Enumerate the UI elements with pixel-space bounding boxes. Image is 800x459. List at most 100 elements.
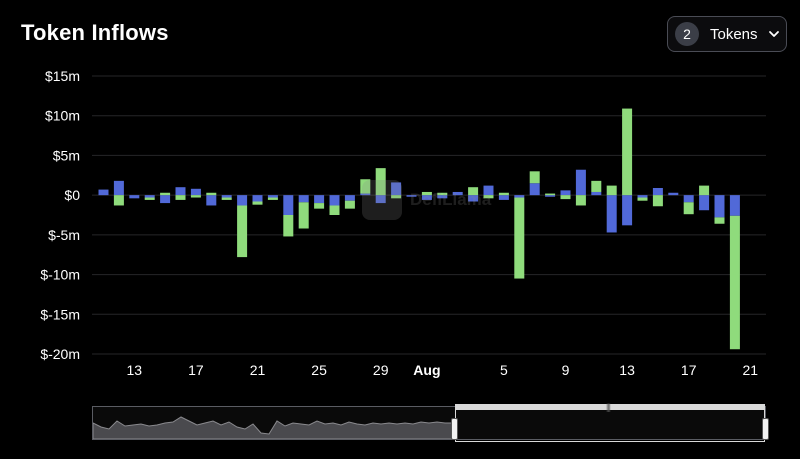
bar-segment[interactable] xyxy=(483,195,494,199)
bar-segment[interactable] xyxy=(98,189,109,196)
bar-segment[interactable] xyxy=(652,195,663,207)
bar-segment[interactable] xyxy=(237,195,248,206)
bar-segment[interactable] xyxy=(391,182,402,196)
bar-segment[interactable] xyxy=(129,195,140,199)
bar-segment[interactable] xyxy=(298,202,309,229)
bar-segment[interactable] xyxy=(206,195,217,206)
bar-segment[interactable] xyxy=(329,205,340,215)
bar-segment[interactable] xyxy=(468,187,479,196)
bar-segment[interactable] xyxy=(437,192,448,196)
bar-segment[interactable] xyxy=(514,197,525,279)
y-tick-label: $0 xyxy=(64,187,80,203)
bar-segment[interactable] xyxy=(498,195,509,200)
bar-segment[interactable] xyxy=(298,195,309,203)
y-tick-label: $-15m xyxy=(40,306,80,322)
bar-segment[interactable] xyxy=(622,108,633,196)
x-tick-label: 29 xyxy=(373,362,389,378)
bar-segment[interactable] xyxy=(206,192,217,196)
bar-segment[interactable] xyxy=(606,185,617,196)
bar-segment[interactable] xyxy=(252,195,263,202)
bar-segment[interactable] xyxy=(714,195,725,218)
bar-segment[interactable] xyxy=(652,187,663,196)
bar-segment[interactable] xyxy=(421,191,432,196)
bar-segment[interactable] xyxy=(175,195,186,200)
bar-segment[interactable] xyxy=(267,195,278,198)
bar-segment[interactable] xyxy=(729,195,740,216)
bar-segment[interactable] xyxy=(529,183,540,196)
bar-segment[interactable] xyxy=(498,192,509,196)
bar-segment[interactable] xyxy=(683,202,694,215)
bar-segment[interactable] xyxy=(221,195,232,198)
tokens-dropdown-button[interactable]: 2 Tokens xyxy=(667,16,787,52)
grip-icon[interactable]: ||| xyxy=(606,402,611,412)
bar-segment[interactable] xyxy=(329,195,340,206)
chevron-down-icon xyxy=(768,28,780,40)
bar-segment[interactable] xyxy=(575,195,586,206)
bar-segment[interactable] xyxy=(529,171,540,184)
bar-segment[interactable] xyxy=(406,195,417,197)
bar-chart: $15m $10m $5m $0 $-5m $-10m $-15m $-20m 13 17 21 25… xyxy=(40,68,766,378)
bar-segment[interactable] xyxy=(237,205,248,258)
bar-segment[interactable] xyxy=(637,195,648,198)
bar-segment[interactable] xyxy=(545,193,556,196)
bar-segment[interactable] xyxy=(283,215,294,237)
range-brush[interactable] xyxy=(92,406,766,440)
bar-segment[interactable] xyxy=(437,195,448,199)
bar-segment[interactable] xyxy=(113,180,124,196)
bar-segment[interactable] xyxy=(360,193,371,196)
x-tick-label: 25 xyxy=(311,362,327,378)
y-tick-label: $-10m xyxy=(40,267,80,283)
bar-segment[interactable] xyxy=(144,197,155,200)
bar-segment[interactable] xyxy=(468,195,479,202)
bar-segment[interactable] xyxy=(668,192,679,196)
bar-segment[interactable] xyxy=(637,197,648,201)
bar-segment[interactable] xyxy=(699,195,710,211)
bar-segment[interactable] xyxy=(144,195,155,198)
bar-segment[interactable] xyxy=(729,215,740,350)
bar-segment[interactable] xyxy=(699,185,710,196)
bar-segment[interactable] xyxy=(375,195,386,204)
bar-segment[interactable] xyxy=(591,180,602,192)
bar-segment[interactable] xyxy=(391,195,402,199)
bar-segment[interactable] xyxy=(622,195,633,226)
brush-right-handle[interactable] xyxy=(762,418,769,440)
bar-segment[interactable] xyxy=(344,200,355,209)
bar-segment[interactable] xyxy=(283,195,294,215)
bar-segment[interactable] xyxy=(221,197,232,200)
bar-segment[interactable] xyxy=(190,188,201,196)
bar-segment[interactable] xyxy=(560,190,571,196)
bar-segment[interactable] xyxy=(683,195,694,203)
bar-segment[interactable] xyxy=(160,195,171,204)
bar-segment[interactable] xyxy=(606,195,617,233)
bar-segment[interactable] xyxy=(344,195,355,201)
bar-segment[interactable] xyxy=(575,169,586,196)
bar-segment[interactable] xyxy=(452,191,463,196)
bar-segment[interactable] xyxy=(113,195,124,206)
y-tick-label: $-5m xyxy=(48,227,80,243)
bar-segment[interactable] xyxy=(160,192,171,196)
bar-segment[interactable] xyxy=(560,195,571,200)
x-tick-label: 13 xyxy=(619,362,635,378)
bar-segment[interactable] xyxy=(252,201,263,205)
bar-segment[interactable] xyxy=(314,203,325,209)
bar-segment[interactable] xyxy=(375,168,386,196)
brush-selection-window[interactable]: ||| xyxy=(451,402,769,442)
bar-segment[interactable] xyxy=(421,195,432,200)
bar-segment[interactable] xyxy=(314,195,325,204)
y-tick-label: $15m xyxy=(45,68,80,84)
bar-segment[interactable] xyxy=(360,179,371,194)
x-tick-label: 21 xyxy=(250,362,266,378)
bar-segment[interactable] xyxy=(714,217,725,224)
bar-segment[interactable] xyxy=(175,187,186,196)
brush-left-handle[interactable] xyxy=(451,418,458,440)
y-tick-label: $-20m xyxy=(40,346,80,362)
bar-segment[interactable] xyxy=(514,195,525,198)
bar-segment[interactable] xyxy=(483,185,494,196)
x-tick-label: Aug xyxy=(413,362,440,378)
bar-segment[interactable] xyxy=(190,195,201,198)
bar-segment[interactable] xyxy=(267,197,278,200)
bar-segment[interactable] xyxy=(545,195,556,197)
x-tick-label: 17 xyxy=(681,362,697,378)
bar-segment[interactable] xyxy=(591,191,602,196)
